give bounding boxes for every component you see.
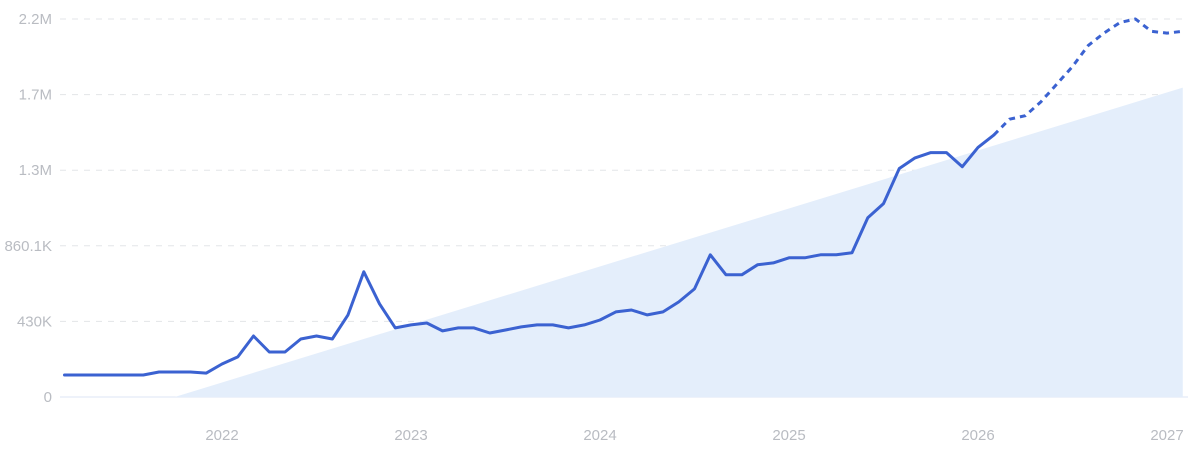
x-tick-label: 2026	[961, 427, 994, 444]
y-tick-label: 1.7M	[19, 87, 52, 104]
x-tick-label: 2022	[205, 427, 238, 444]
forecast-line	[992, 17, 1183, 137]
x-tick-label: 2023	[394, 427, 427, 444]
trend-area	[174, 87, 1183, 397]
x-tick-label: 2025	[772, 427, 805, 444]
trend-area-layer	[174, 87, 1183, 397]
series-lines	[63, 17, 1183, 377]
series-line	[63, 133, 996, 377]
y-tick-label: 430K	[17, 313, 52, 330]
x-tick-label: 2024	[583, 427, 616, 444]
y-axis: 0 430K 860.1K 1.3M 1.7M 2.2M	[4, 11, 52, 406]
y-tick-label: 860.1K	[4, 238, 52, 255]
y-tick-label: 2.2M	[19, 11, 52, 28]
y-tick-label: 1.3M	[19, 162, 52, 179]
x-axis: 2022 2023 2024 2025 2026 2027	[205, 427, 1183, 444]
x-tick-label: 2027	[1150, 427, 1183, 444]
y-tick-label: 0	[44, 389, 52, 406]
